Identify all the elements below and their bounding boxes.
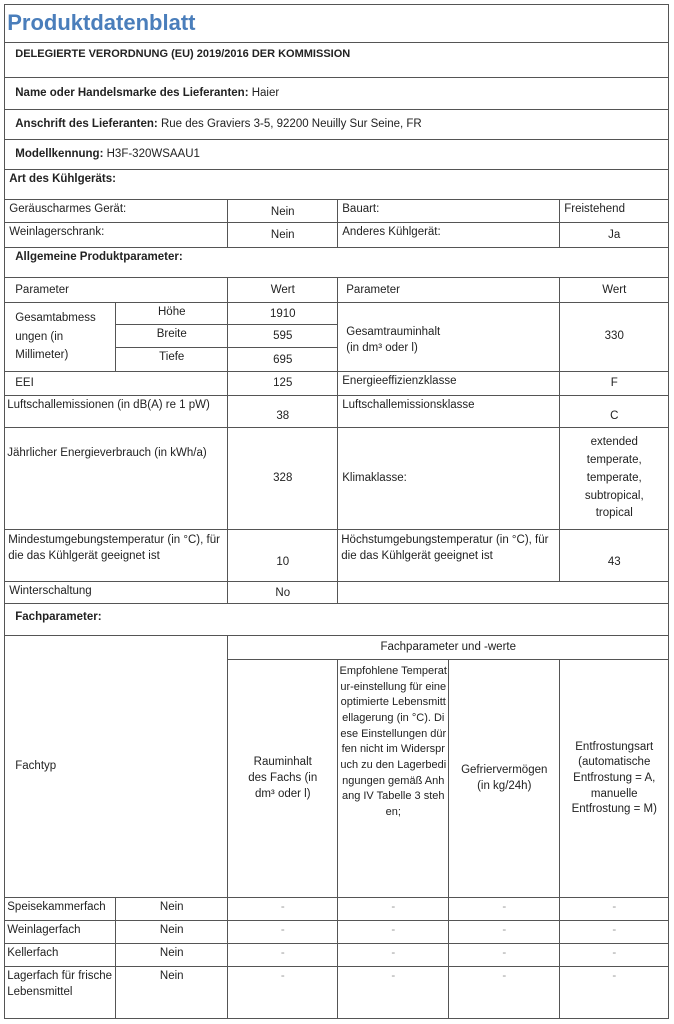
min-temp-value: 10	[227, 529, 339, 583]
label-other-appliance: Anderes Kühlgerät:	[337, 222, 561, 249]
cell-temperature: -	[337, 966, 450, 1020]
col-temperature: Empfohlene Temperatur-einstellung für ei…	[337, 659, 450, 899]
page-title: Produktdatenblatt	[4, 4, 670, 44]
height-value: 1910	[227, 302, 339, 326]
general-heading: Allgemeine Produktparameter:	[4, 247, 670, 279]
value-wine-cabinet: Nein	[227, 222, 339, 249]
value-design: Freistehend	[559, 199, 670, 224]
regulation: DELEGIERTE VERORDNUNG (EU) 2019/2016 DER…	[4, 42, 670, 79]
annual-energy-label: Jährlicher Energieverbrauch (in kWh/a)	[4, 427, 229, 531]
cell-defrost: -	[559, 897, 670, 922]
cell-temperature: -	[337, 943, 450, 968]
depth-label: Tiefe	[115, 347, 229, 373]
cell-defrost: -	[559, 966, 670, 1020]
cell-volume: -	[227, 920, 339, 945]
col-freezing-capacity: Gefriervermögen (in kg/24h)	[448, 659, 561, 899]
cell-compartment-present: Nein	[115, 943, 229, 968]
cell-defrost: -	[559, 943, 670, 968]
winter-label: Winterschaltung	[4, 581, 229, 605]
cell-freezing-capacity: -	[448, 943, 561, 968]
noise-class-value: C	[559, 395, 670, 429]
cell-volume: -	[227, 943, 339, 968]
volume-value: 330	[559, 302, 670, 373]
width-value: 595	[227, 324, 339, 349]
cell-volume: -	[227, 897, 339, 922]
model-id: Modellkennung: H3F-320WSAAU1	[4, 139, 670, 171]
cell-temperature: -	[337, 897, 450, 922]
col-defrost: Entfrostungsart (automatische Entfrostun…	[559, 659, 670, 899]
energy-class-label: Energieeffizienzklasse	[337, 371, 561, 397]
empty-cell	[337, 581, 670, 605]
eei-label: EEI	[4, 371, 229, 397]
dimensions-label: Gesamtabmess ungen (in Millimeter)	[4, 302, 117, 373]
width-label: Breite	[115, 324, 229, 349]
value-low-noise: Nein	[227, 199, 339, 224]
cell-defrost: -	[559, 920, 670, 945]
cell-temperature: -	[337, 920, 450, 945]
table-row-compartment-name: Kellerfach	[4, 943, 117, 968]
table-row-compartment-name: Lagerfach für frische Lebensmittel	[4, 966, 117, 1020]
compartments-heading: Fachparameter:	[4, 603, 670, 637]
noise-value: 38	[227, 395, 339, 429]
compartment-type-header: Fachtyp	[4, 635, 229, 899]
col-volume: Rauminhalt des Fachs (in dm³ oder l)	[227, 659, 339, 899]
header-value-left: Wert	[227, 277, 339, 304]
label-low-noise: Geräuscharmes Gerät:	[4, 199, 229, 224]
supplier-address: Anschrift des Lieferanten: Rue des Gravi…	[4, 109, 670, 141]
header-parameter-right: Parameter	[337, 277, 561, 304]
cell-compartment-present: Nein	[115, 897, 229, 922]
header-parameter-left: Parameter	[4, 277, 229, 304]
noise-label: Luftschallemissionen (in dB(A) re 1 pW)	[4, 395, 229, 429]
max-temp-label: Höchstumgebungstemperatur (in °C), für d…	[337, 529, 561, 583]
label-wine-cabinet: Weinlagerschrank:	[4, 222, 229, 249]
depth-value: 695	[227, 347, 339, 373]
value-other-appliance: Ja	[559, 222, 670, 249]
eei-value: 125	[227, 371, 339, 397]
cell-volume: -	[227, 966, 339, 1020]
cell-freezing-capacity: -	[448, 966, 561, 1020]
cell-freezing-capacity: -	[448, 920, 561, 945]
cell-freezing-capacity: -	[448, 897, 561, 922]
cell-compartment-present: Nein	[115, 966, 229, 1020]
supplier-name: Name oder Handelsmarke des Lieferanten: …	[4, 77, 670, 111]
noise-class-label: Luftschallemissionsklasse	[337, 395, 561, 429]
table-row-compartment-name: Weinlagerfach	[4, 920, 117, 945]
type-heading: Art des Kühlgeräts:	[4, 169, 670, 201]
label-design: Bauart:	[337, 199, 561, 224]
height-label: Höhe	[115, 302, 229, 326]
min-temp-label: Mindestumgebungstemperatur (in °C), für …	[4, 529, 229, 583]
climate-class-value: extended temperate, temperate, subtropic…	[559, 427, 670, 531]
volume-label: Gesamtrauminhalt (in dm³ oder l)	[337, 302, 561, 373]
header-value-right: Wert	[559, 277, 670, 304]
winter-value: No	[227, 581, 339, 605]
annual-energy-value: 328	[227, 427, 339, 531]
energy-class-value: F	[559, 371, 670, 397]
compartment-group-header: Fachparameter und -werte	[227, 635, 670, 661]
table-row-compartment-name: Speisekammerfach	[4, 897, 117, 922]
max-temp-value: 43	[559, 529, 670, 583]
cell-compartment-present: Nein	[115, 920, 229, 945]
climate-class-label: Klimaklasse:	[337, 427, 561, 531]
